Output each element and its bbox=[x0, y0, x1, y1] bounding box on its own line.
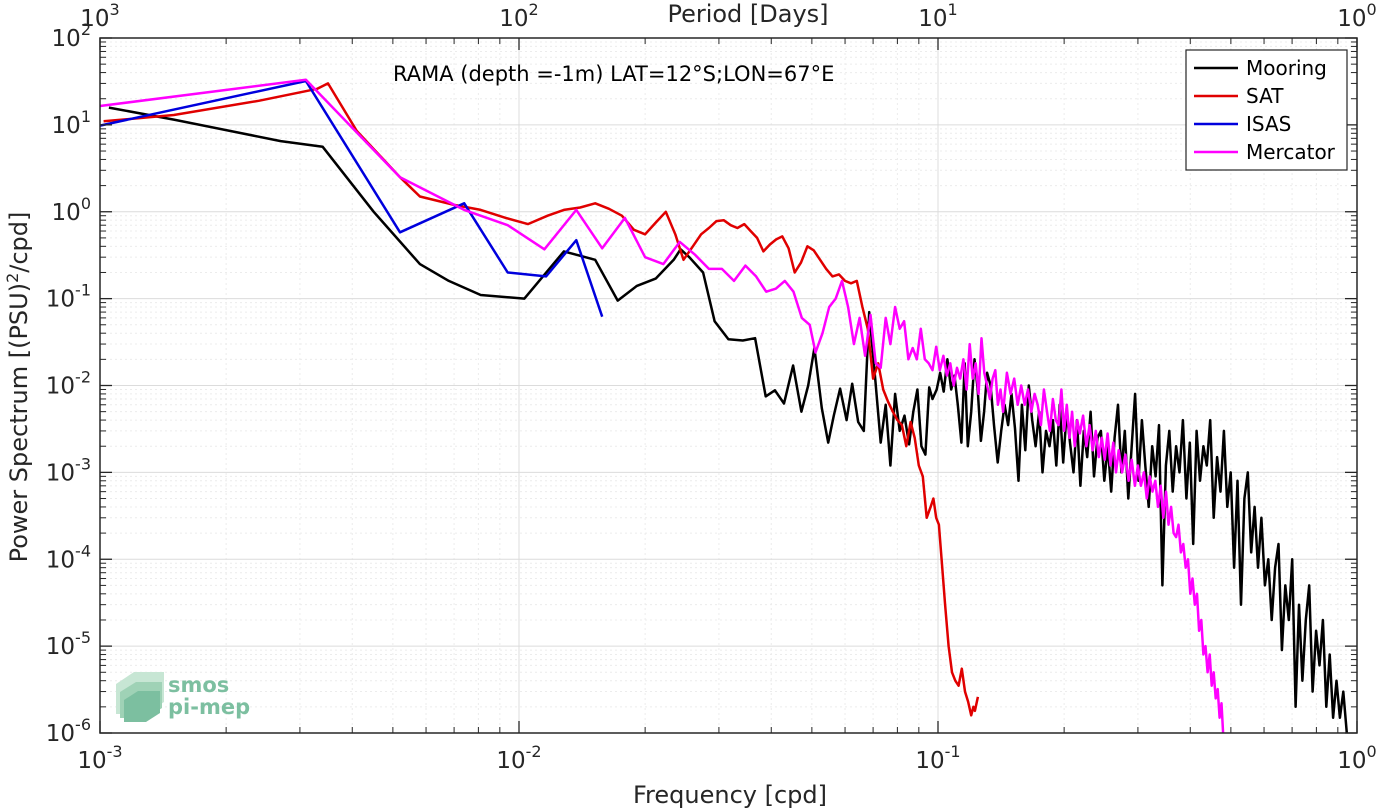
x-axis-title: Frequency [cpd] bbox=[633, 781, 827, 809]
chart-annotation: RAMA (depth =-1m) LAT=12°S;LON=67°E bbox=[393, 62, 834, 86]
y-tick-label: 100 bbox=[52, 194, 91, 226]
smos-pi-mep-logo: smos pi-mep bbox=[116, 672, 250, 722]
series-line-mooring bbox=[108, 106, 1349, 734]
y-axis-title-unit: /cpd] bbox=[5, 212, 33, 273]
legend-label-sat: SAT bbox=[1246, 84, 1284, 108]
axis-ticks bbox=[99, 37, 1358, 734]
y-tick-label: 101 bbox=[52, 107, 91, 139]
y-tick-label: 10-2 bbox=[46, 368, 91, 400]
top-axis-title: Period [Days] bbox=[667, 0, 828, 28]
y-tick-label: 102 bbox=[52, 20, 91, 52]
top-tick-label: 100 bbox=[1337, 0, 1376, 32]
legend-label-isas: ISAS bbox=[1246, 112, 1291, 136]
y-axis-title: Power Spectrum [(PSU)2/cpd] bbox=[3, 212, 33, 563]
legend: Mooring SAT ISAS Mercator bbox=[1185, 49, 1348, 171]
logo-line1: smos bbox=[168, 673, 229, 697]
legend-label-mooring: Mooring bbox=[1246, 56, 1327, 80]
series-line-mercator bbox=[99, 78, 1225, 734]
y-axis-title-main: Power Spectrum [(PSU) bbox=[5, 283, 33, 562]
y-axis-title-exponent: 2 bbox=[3, 273, 22, 283]
y-tick-label: 10-4 bbox=[46, 541, 91, 573]
legend-box bbox=[1185, 49, 1348, 171]
x-tick-label: 10-3 bbox=[77, 742, 122, 774]
series-line-sat bbox=[103, 82, 980, 717]
y-tick-label: 10-5 bbox=[46, 628, 91, 660]
x-tick-label: 100 bbox=[1337, 742, 1376, 774]
top-tick-label: 103 bbox=[80, 0, 119, 32]
x-tick-label: 10-1 bbox=[915, 742, 960, 774]
series-line-isas bbox=[99, 79, 604, 318]
y-tick-label: 10-1 bbox=[46, 281, 91, 313]
x-tick-label: 10-2 bbox=[496, 742, 541, 774]
logo-line2: pi-mep bbox=[168, 695, 250, 719]
top-tick-label: 102 bbox=[499, 0, 538, 32]
legend-label-mercator: Mercator bbox=[1246, 140, 1336, 164]
series-lines bbox=[99, 78, 1349, 734]
y-tick-label: 10-3 bbox=[46, 454, 91, 486]
y-tick-label: 10-6 bbox=[46, 715, 91, 747]
top-tick-label: 101 bbox=[918, 0, 957, 32]
